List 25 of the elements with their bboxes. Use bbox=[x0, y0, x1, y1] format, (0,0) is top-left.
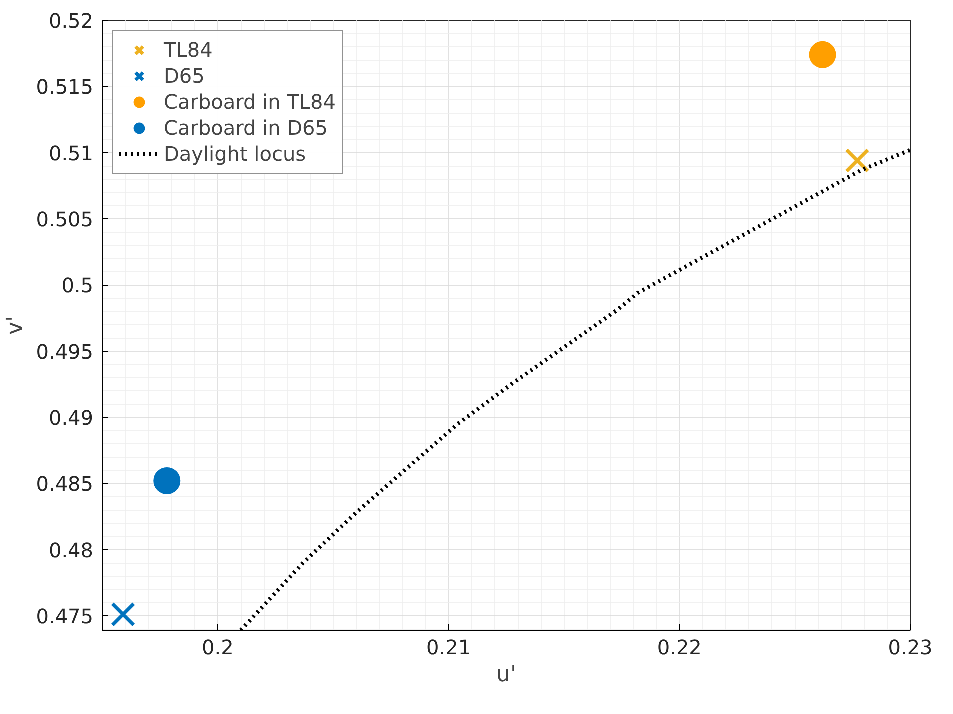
y-tick-label: 0.475 bbox=[36, 604, 94, 628]
y-tick-label: 0.495 bbox=[36, 340, 94, 364]
y-tick-label: 0.5 bbox=[62, 274, 94, 298]
legend-label: Carboard in TL84 bbox=[164, 90, 336, 114]
point bbox=[154, 468, 181, 494]
y-tick-label: 0.485 bbox=[36, 472, 94, 496]
x-axis-title: u' bbox=[496, 662, 517, 688]
point bbox=[845, 148, 870, 174]
x-tick-label: 0.23 bbox=[888, 636, 933, 660]
y-tick-label: 0.51 bbox=[48, 141, 94, 166]
point bbox=[110, 602, 136, 627]
point bbox=[809, 41, 836, 68]
y-tick-label: 0.505 bbox=[36, 207, 94, 232]
y-tick-label: 0.52 bbox=[48, 9, 94, 33]
y-tick-label: 0.48 bbox=[48, 538, 94, 562]
y-tick-label: 0.515 bbox=[36, 75, 94, 100]
legend-label: Daylight locus bbox=[164, 142, 306, 166]
legend-label: Carboard in D65 bbox=[164, 116, 328, 140]
legend-label: TL84 bbox=[164, 38, 213, 62]
y-axis-title: v' bbox=[3, 316, 28, 336]
y-tick-label: 0.49 bbox=[48, 406, 94, 430]
x-tick-label: 0.21 bbox=[426, 636, 472, 660]
x-tick-label: 0.22 bbox=[657, 636, 702, 660]
x-tick-label: 0.2 bbox=[202, 636, 234, 660]
legend-label: D65 bbox=[164, 64, 205, 88]
